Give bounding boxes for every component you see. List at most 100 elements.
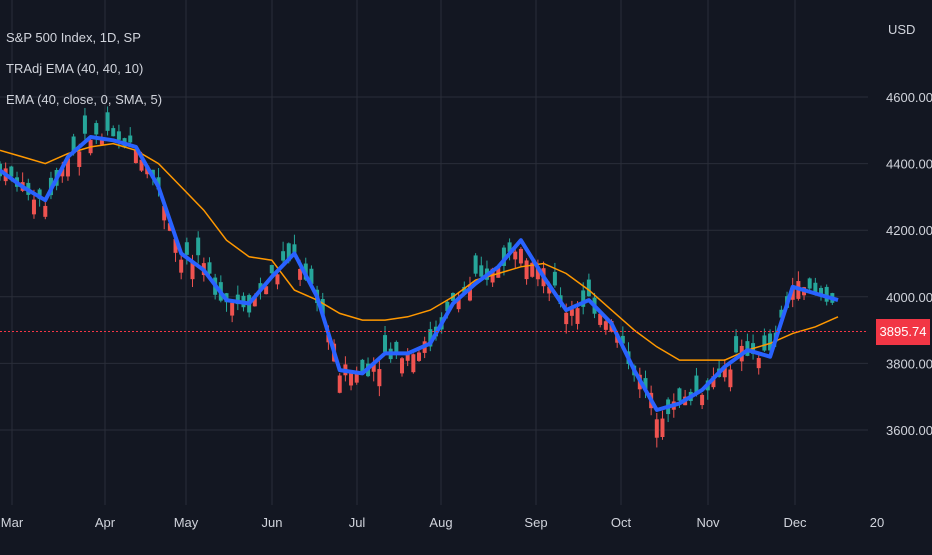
- y-tick-label: 4400.00: [886, 157, 932, 172]
- candle-body: [586, 279, 591, 297]
- candle-body: [654, 419, 659, 438]
- x-tick-label: Nov: [696, 515, 720, 530]
- candle-body: [581, 290, 586, 307]
- candle-body: [405, 353, 410, 361]
- x-tick-label: Jun: [262, 515, 283, 530]
- candle-body: [94, 123, 99, 135]
- candle-body: [337, 375, 342, 393]
- candle-body: [711, 376, 716, 388]
- candle-body: [99, 137, 104, 145]
- legend-indicator-tradj-ema[interactable]: TRAdj EMA (40, 40, 10): [6, 61, 144, 76]
- candle-body: [790, 287, 795, 300]
- candle-body: [167, 223, 172, 231]
- candle-body: [179, 259, 184, 273]
- candle-body: [133, 150, 138, 163]
- candle-body: [467, 284, 472, 301]
- candle-body: [173, 238, 178, 253]
- y-tick-label: 4200.00: [886, 223, 932, 238]
- x-tick-label: Aug: [429, 515, 452, 530]
- legend-indicator-ema[interactable]: EMA (40, close, 0, SMA, 5): [6, 92, 163, 107]
- candle-body: [128, 135, 133, 143]
- candle-body: [756, 357, 761, 369]
- candle-body: [535, 266, 540, 280]
- candle-body: [813, 282, 818, 293]
- candle-body: [643, 378, 648, 390]
- x-tick-label: Dec: [783, 515, 807, 530]
- candle-body: [71, 136, 76, 154]
- candle-body: [190, 261, 195, 280]
- candle-body: [779, 309, 784, 318]
- x-tick-label: 20: [870, 515, 884, 530]
- candle-body: [428, 329, 433, 347]
- candle-body: [116, 131, 121, 140]
- candle-body: [400, 358, 405, 374]
- candle-body: [734, 336, 739, 353]
- candle-body: [377, 369, 382, 387]
- x-tick-label: Mar: [1, 515, 24, 530]
- y-tick-label: 4000.00: [886, 290, 932, 305]
- candle-body: [286, 243, 291, 262]
- candle-body: [349, 372, 354, 386]
- candle-body: [552, 271, 557, 286]
- candle-body: [501, 247, 506, 266]
- candle-body: [298, 268, 303, 280]
- candle-body: [819, 287, 824, 296]
- chart-legend: S&P 500 Index, 1D, SP TRAdj EMA (40, 40,…: [6, 22, 162, 115]
- x-tick-label: Oct: [611, 515, 632, 530]
- candle-body: [264, 286, 269, 295]
- candle-body: [383, 335, 388, 352]
- candle-body: [258, 283, 263, 291]
- candle-body: [37, 189, 42, 199]
- candle-body: [722, 365, 727, 378]
- candle-body: [371, 364, 376, 372]
- candle-body: [569, 309, 574, 316]
- candle-body: [235, 294, 240, 305]
- candle-body: [473, 255, 478, 274]
- candle-body: [139, 159, 144, 171]
- candle-body: [60, 168, 65, 177]
- y-tick-label: 3800.00: [886, 356, 932, 371]
- candle-body: [507, 242, 512, 252]
- candle-body: [496, 266, 501, 278]
- x-tick-label: Apr: [95, 515, 116, 530]
- candle-body: [184, 242, 189, 255]
- candle-body: [65, 158, 70, 177]
- x-tick-label: Sep: [524, 515, 547, 530]
- candle-body: [43, 205, 48, 217]
- currency-label: USD: [888, 22, 915, 37]
- candle-body: [207, 262, 212, 274]
- candle-body: [462, 286, 467, 294]
- candle-body: [269, 265, 274, 274]
- candle-body: [564, 312, 569, 325]
- candle-body: [105, 112, 110, 131]
- y-tick-label: 3600.00: [886, 423, 932, 438]
- candle-body: [82, 115, 87, 134]
- candle-body: [513, 251, 518, 260]
- candle-body: [252, 296, 257, 307]
- candle-body: [230, 302, 235, 316]
- candle-body: [479, 265, 484, 277]
- candle-body: [394, 341, 399, 353]
- tradj-ema-line: [0, 135, 839, 412]
- candle-body: [768, 333, 773, 351]
- candle-body: [762, 335, 767, 351]
- x-tick-label: May: [174, 515, 199, 530]
- candle-body: [677, 388, 682, 401]
- legend-symbol[interactable]: S&P 500 Index, 1D, SP: [6, 30, 141, 45]
- candle-body: [77, 151, 82, 167]
- candle-body: [292, 244, 297, 253]
- candle-body: [824, 286, 829, 302]
- candle-body: [275, 274, 280, 285]
- last-price-label: 3895.74: [876, 318, 930, 345]
- candle-body: [728, 369, 733, 388]
- candle-body: [111, 128, 116, 137]
- candle-body: [417, 352, 421, 361]
- candle-body: [445, 301, 450, 312]
- x-tick-label: Jul: [349, 515, 366, 530]
- y-tick-label: 4600.00: [886, 90, 932, 105]
- candle-body: [31, 199, 36, 215]
- candle-body: [456, 299, 461, 310]
- candle-body: [598, 313, 603, 325]
